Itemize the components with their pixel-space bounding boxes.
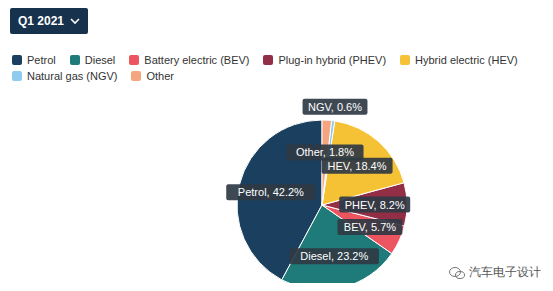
svg-text:PHEV, 8.2%: PHEV, 8.2%: [345, 199, 405, 211]
html-text:Other: Other: [146, 70, 174, 82]
svg-text:HEV, 18.4%: HEV, 18.4%: [328, 160, 387, 172]
html-text:Battery electric (BEV): Battery electric (BEV): [144, 54, 250, 66]
svg-text:Diesel, 23.2%: Diesel, 23.2%: [300, 250, 368, 262]
html-text:Hybrid electric (HEV): Hybrid electric (HEV): [415, 54, 518, 66]
html-text:Plug-in hybrid (PHEV): Plug-in hybrid (PHEV): [278, 54, 387, 66]
html-text:Petrol: Petrol: [27, 54, 56, 66]
html-text:Q1 2021: Q1 2021: [18, 14, 64, 28]
html-text:Natural gas (NGV): Natural gas (NGV): [27, 70, 118, 82]
svg-text:Other, 1.8%: Other, 1.8%: [296, 146, 354, 158]
svg-text:BEV, 5.7%: BEV, 5.7%: [344, 221, 396, 233]
svg-text:Petrol, 42.2%: Petrol, 42.2%: [238, 186, 304, 198]
svg-text:NGV, 0.6%: NGV, 0.6%: [308, 101, 362, 113]
html-text:汽车电子设计: 汽车电子设计: [469, 265, 541, 279]
html-text:Diesel: Diesel: [84, 54, 116, 66]
